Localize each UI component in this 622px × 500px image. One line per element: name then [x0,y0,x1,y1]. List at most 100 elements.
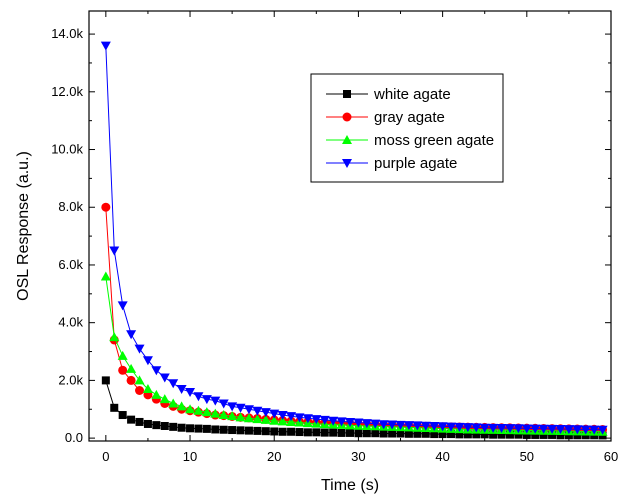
x-tick-label: 50 [520,449,534,464]
data-point-gray-agate [135,385,145,395]
data-point-white-agate [169,422,178,431]
x-axis-title: Time (s) [321,477,379,494]
series-gray-agate [101,202,608,434]
series-purple-agate [100,41,608,435]
data-point-purple-agate [126,330,137,340]
data-point-white-agate [211,425,220,434]
data-point-white-agate [404,429,413,438]
legend-label: purple agate [374,155,457,172]
data-point-purple-agate [243,405,254,415]
data-point-moss-green-agate [100,271,111,281]
data-point-white-agate [556,431,565,440]
data-point-purple-agate [134,344,145,354]
data-point-purple-agate [454,422,465,432]
data-point-white-agate [497,430,506,439]
data-point-moss-green-agate [286,416,297,426]
data-point-white-agate [371,429,380,438]
data-point-white-agate [101,376,110,385]
data-point-purple-agate [395,420,406,430]
data-point-moss-green-agate [185,404,196,414]
data-point-purple-agate [168,379,179,389]
data-point-moss-green-agate [117,350,128,360]
data-point-gray-agate [101,202,111,212]
data-point-purple-agate [201,395,212,405]
data-point-white-agate [447,430,456,439]
data-point-purple-agate [403,421,414,431]
data-point-purple-agate [294,413,305,423]
legend-label: gray agate [374,109,445,126]
data-point-purple-agate [446,422,457,432]
legend-marker [342,112,352,122]
x-tick-label: 0 [102,449,109,464]
data-point-purple-agate [159,373,170,383]
data-point-white-agate [346,428,354,437]
data-point-white-agate [489,430,498,439]
data-point-purple-agate [260,408,271,418]
data-point-purple-agate [488,423,499,433]
data-point-white-agate [396,429,405,438]
data-point-white-agate [118,411,127,420]
data-point-moss-green-agate [277,416,288,426]
x-tick-label: 30 [351,449,365,464]
data-point-white-agate [135,417,144,426]
data-point-moss-green-agate [235,412,246,422]
data-point-white-agate [186,424,195,433]
data-point-purple-agate [286,412,297,422]
legend-marker [342,159,352,168]
legend-label: white agate [373,86,451,103]
data-point-purple-agate [311,415,322,425]
data-point-white-agate [505,430,514,439]
data-point-purple-agate [521,424,532,434]
data-point-white-agate [472,430,481,439]
data-point-moss-green-agate [151,389,162,399]
data-point-purple-agate [361,419,372,429]
x-tick-label: 40 [435,449,449,464]
x-tick-label: 10 [183,449,197,464]
data-point-purple-agate [117,301,128,311]
data-point-purple-agate [218,399,229,409]
data-point-purple-agate [235,403,246,413]
data-point-purple-agate [479,423,490,433]
y-tick-label: 0.0 [65,430,83,445]
y-axis-title: OSL Response (a.u.) [15,151,32,301]
data-point-white-agate [143,419,152,428]
data-point-purple-agate [504,424,515,434]
data-point-white-agate [564,431,573,440]
data-point-white-agate [438,430,447,439]
data-point-white-agate [253,426,262,435]
data-point-purple-agate [328,416,339,426]
data-point-purple-agate [142,356,153,366]
series-line-gray-agate [105,207,603,430]
plot-frame [88,10,612,442]
data-point-moss-green-agate [218,410,229,420]
data-point-white-agate [362,429,371,438]
data-point-purple-agate [109,246,120,256]
data-point-white-agate [152,421,161,430]
data-point-white-agate [228,426,237,435]
data-point-white-agate [110,403,119,412]
legend: white agate gray agate moss green agate pur… [310,73,504,183]
data-point-purple-agate [589,425,600,435]
data-point-white-agate [531,430,540,439]
data-point-white-agate [388,429,397,438]
data-point-purple-agate [319,415,330,425]
data-point-white-agate [303,428,312,437]
data-point-white-agate [539,430,548,439]
data-point-purple-agate [580,425,591,435]
legend-marker [343,90,351,98]
data-point-purple-agate [429,421,440,431]
data-point-purple-agate [269,409,280,419]
data-point-white-agate [236,426,245,435]
y-tick-label: 8.0k [58,199,83,214]
data-point-purple-agate [302,414,313,424]
data-point-moss-green-agate [134,375,145,385]
data-point-moss-green-agate [109,332,120,342]
data-point-purple-agate [412,421,423,431]
data-point-moss-green-agate [243,413,254,423]
y-tick-label: 2.0k [58,372,83,387]
legend-entry-moss-green-agate: moss green agate [326,132,494,149]
data-point-white-agate [295,428,304,437]
data-point-purple-agate [496,424,507,434]
data-point-white-agate [270,427,279,436]
data-point-white-agate [160,421,169,430]
